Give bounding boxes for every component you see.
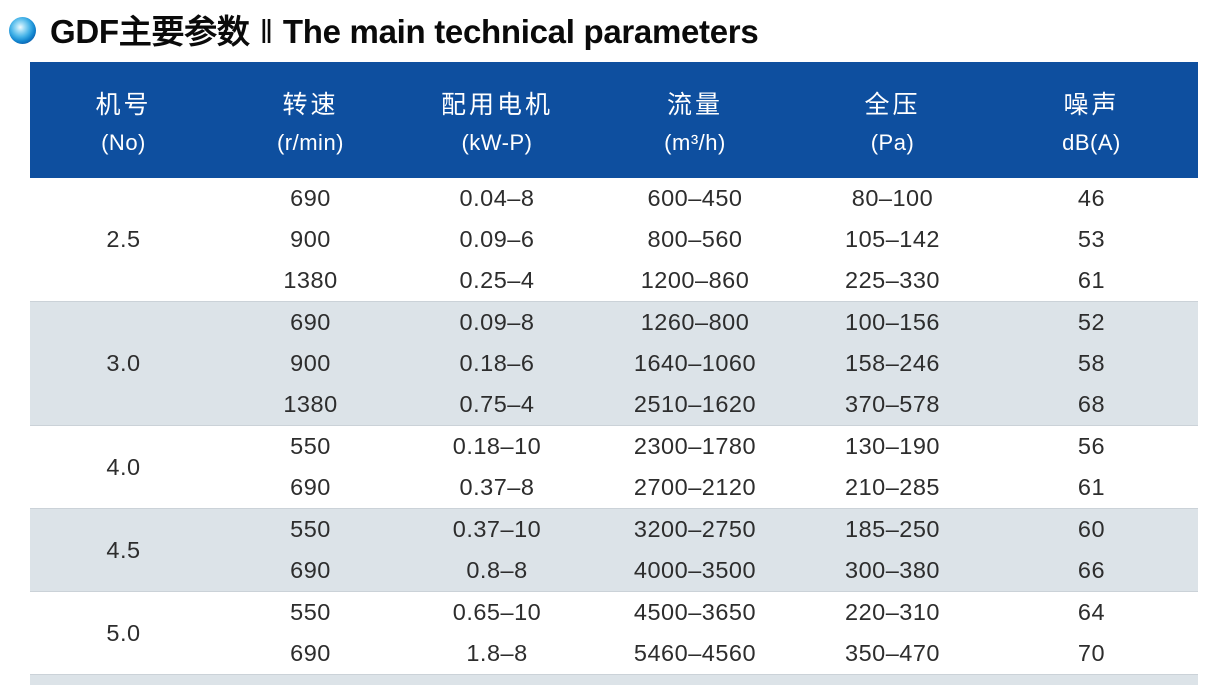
cell-pressure: 225–330 [845, 267, 940, 293]
cell-speed: 900 [290, 350, 331, 376]
cell-pressure: 220–310 [845, 599, 940, 625]
cell-flow: 2700–2120 [633, 474, 757, 500]
cell-motor: 0.75–4 [459, 391, 535, 417]
page-title: GDF主要参数 ‖ The main technical parameters [50, 5, 759, 53]
cell-speed: 550 [290, 516, 331, 542]
cell-noise: 61 [1077, 267, 1106, 293]
table-body: 2.5 690 0.04–8 600–450 80–100 46 900 0.09–6 800–… [30, 178, 1198, 674]
group-no: 2.5 [106, 226, 141, 252]
cell-motor: 0.65–10 [452, 599, 542, 625]
cell-noise: 64 [1077, 599, 1106, 625]
cell-speed: 690 [290, 309, 331, 335]
column-header-motor-label: 配用电机 [440, 90, 553, 119]
cell-speed: 550 [290, 599, 331, 625]
cell-noise: 66 [1077, 557, 1106, 583]
cell-noise: 61 [1077, 474, 1106, 500]
column-header-no: 机号 (No) [30, 62, 217, 178]
group-band-2.5: 2.5 690 0.04–8 600–450 80–100 46 900 0.09–6 800–… [30, 178, 1198, 301]
cell-pressure: 350–470 [845, 640, 940, 666]
cell-pressure: 158–246 [845, 350, 940, 376]
group-no: 3.0 [106, 350, 141, 376]
cell-flow: 4500–3650 [633, 599, 757, 625]
column-header-motor-unit: (kW-P) [461, 129, 533, 155]
cell-noise: 52 [1077, 309, 1106, 335]
column-header-noise-label: 噪声 [1063, 90, 1120, 119]
cell-noise: 56 [1077, 433, 1106, 459]
cell-motor: 0.04–8 [459, 185, 535, 211]
cell-flow: 3200–2750 [633, 516, 757, 542]
column-header-flow: 流量 (m³/h) [590, 62, 800, 178]
cell-speed: 690 [290, 185, 331, 211]
cell-motor: 0.37–8 [459, 474, 535, 500]
section-title-row: GDF主要参数 ‖ The main technical parameters [0, 0, 1230, 50]
cell-noise: 68 [1077, 391, 1106, 417]
cell-pressure: 370–578 [845, 391, 940, 417]
cell-speed: 1380 [283, 391, 338, 417]
cell-flow: 1260–800 [640, 309, 750, 335]
cell-speed: 690 [290, 640, 331, 666]
cell-pressure: 130–190 [845, 433, 940, 459]
cell-pressure: 210–285 [845, 474, 940, 500]
cell-flow: 600–450 [647, 185, 743, 211]
cell-pressure: 80–100 [851, 185, 934, 211]
title-separator: ‖ [259, 12, 274, 50]
column-header-noise: 噪声 dB(A) [985, 62, 1198, 178]
cell-motor: 0.25–4 [459, 267, 535, 293]
column-header-no-unit: (No) [101, 129, 146, 155]
column-header-pressure-unit: (Pa) [870, 129, 915, 155]
cell-motor: 0.09–8 [459, 309, 535, 335]
cell-flow: 800–560 [647, 226, 743, 252]
cell-flow: 1640–1060 [633, 350, 757, 376]
cell-flow: 2300–1780 [633, 433, 757, 459]
cell-speed: 900 [290, 226, 331, 252]
cell-flow: 1200–860 [640, 267, 750, 293]
cell-pressure: 300–380 [845, 557, 940, 583]
cell-noise: 70 [1077, 640, 1106, 666]
column-header-no-label: 机号 [95, 90, 152, 119]
cell-flow: 2510–1620 [633, 391, 757, 417]
column-header-motor: 配用电机 (kW-P) [404, 62, 590, 178]
bullet-orb-icon [9, 17, 36, 44]
group-band-5.0: 5.0 550 0.65–10 4500–3650 220–310 64 690 1.8–8 5… [30, 592, 1198, 674]
parameters-table: 机号 (No) 转速 (r/min) 配用电机 (kW-P) 流量 (m³/h) 全压 (Pa) 噪… [30, 62, 1198, 685]
column-header-flow-unit: (m³/h) [664, 129, 726, 155]
cell-noise: 53 [1077, 226, 1106, 252]
cell-speed: 550 [290, 433, 331, 459]
group-no: 4.5 [106, 536, 141, 563]
cell-noise: 58 [1077, 350, 1106, 376]
column-header-speed-label: 转速 [282, 90, 339, 119]
cell-motor: 1.8–8 [466, 640, 528, 666]
cell-motor: 0.37–10 [452, 516, 542, 542]
group-band-3.0: 3.0 690 0.09–8 1260–800 100–156 52 900 0.18–6 16… [30, 301, 1198, 426]
group-band-4.5: 4.5 550 0.37–10 3200–2750 185–250 60 690 0.8–8 4… [30, 508, 1198, 592]
cell-noise: 46 [1077, 185, 1106, 211]
column-header-noise-unit: dB(A) [1062, 129, 1121, 155]
cell-motor: 0.18–6 [459, 350, 535, 376]
column-header-speed-unit: (r/min) [276, 129, 345, 155]
page-title-en: The main technical parameters [282, 12, 759, 50]
cell-flow: 5460–4560 [633, 640, 757, 666]
cell-pressure: 100–156 [845, 309, 940, 335]
cell-motor: 0.8–8 [466, 557, 528, 583]
group-no: 4.0 [106, 453, 141, 480]
next-group-partial-band [30, 674, 1198, 685]
table-header-row: 机号 (No) 转速 (r/min) 配用电机 (kW-P) 流量 (m³/h) 全压 (Pa) 噪… [30, 62, 1198, 178]
cell-speed: 690 [290, 557, 331, 583]
cell-speed: 1380 [283, 267, 338, 293]
cell-flow: 4000–3500 [633, 557, 757, 583]
group-band-4.0: 4.0 550 0.18–10 2300–1780 130–190 56 690 0.37–8… [30, 426, 1198, 508]
cell-noise: 60 [1077, 516, 1106, 542]
cell-motor: 0.09–6 [459, 226, 535, 252]
cell-speed: 690 [290, 474, 331, 500]
page-title-zh: GDF主要参数 [50, 12, 250, 50]
cell-pressure: 185–250 [845, 516, 940, 542]
column-header-speed: 转速 (r/min) [217, 62, 404, 178]
column-header-pressure-label: 全压 [864, 90, 921, 119]
group-no: 5.0 [106, 619, 141, 646]
cell-pressure: 105–142 [845, 226, 940, 252]
cell-motor: 0.18–10 [452, 433, 542, 459]
column-header-pressure: 全压 (Pa) [800, 62, 985, 178]
column-header-flow-label: 流量 [666, 90, 723, 119]
